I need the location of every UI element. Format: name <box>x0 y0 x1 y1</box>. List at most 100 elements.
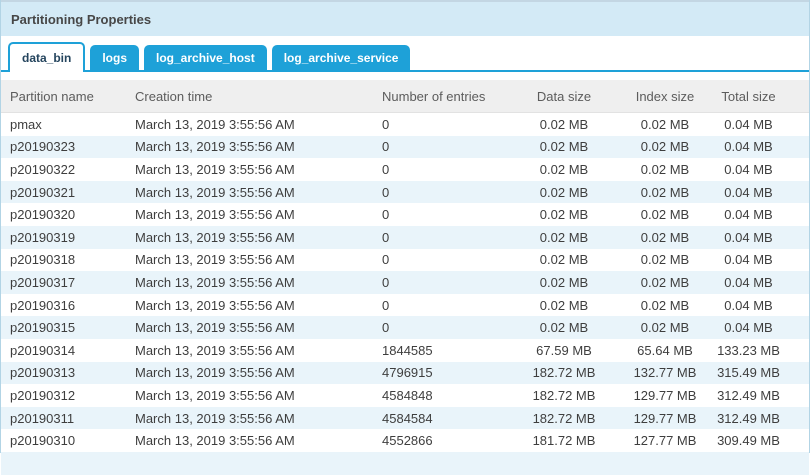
cell-partition-name: p20190320 <box>10 207 76 223</box>
cell-partition-name: p20190313 <box>10 365 76 381</box>
cell-number-of-entries: 0 <box>382 184 390 200</box>
cell-index-size: 0.02 MB <box>640 116 690 132</box>
cell-partition-name: p20190321 <box>10 184 76 200</box>
cell-creation-time: March 13, 2019 3:55:56 AM <box>135 184 295 200</box>
partial-row <box>1 451 809 475</box>
cell-data-size: 182.72 MB <box>532 387 596 403</box>
cell-partition-name: p20190315 <box>10 320 76 336</box>
table-header-row: Partition name Creation time Number of ent… <box>1 80 809 113</box>
cell-creation-time: March 13, 2019 3:55:56 AM <box>135 320 295 336</box>
cell-number-of-entries: 0 <box>382 116 390 132</box>
cell-number-of-entries: 0 <box>382 161 390 177</box>
column-header-partition-name: Partition name <box>1 80 123 113</box>
cell-partition-name: p20190318 <box>10 252 76 268</box>
cell-data-size: 67.59 MB <box>536 342 592 358</box>
cell-total-size: 315.49 MB <box>717 365 780 381</box>
cell-total-size: 0.04 MB <box>724 184 773 200</box>
cell-partition-name: p20190314 <box>10 342 76 358</box>
cell-data-size: 0.02 MB <box>539 274 589 290</box>
tab-logs[interactable]: logs <box>90 45 140 70</box>
column-header-data-size: Data size <box>513 80 615 113</box>
tab-log-archive-host[interactable]: log_archive_host <box>144 45 267 70</box>
cell-number-of-entries: 4584584 <box>382 410 433 426</box>
cell-total-size: 0.04 MB <box>724 229 773 245</box>
cell-creation-time: March 13, 2019 3:55:56 AM <box>135 207 295 223</box>
column-header-index-size: Index size <box>615 80 715 113</box>
table-row: p20190311 March 13, 2019 3:55:56 AM 458458… <box>1 406 809 430</box>
cell-total-size: 0.04 MB <box>724 274 773 290</box>
table-row: p20190320 March 13, 2019 3:55:56 AM 0 0.02 … <box>1 203 809 226</box>
cell-index-size: 0.02 MB <box>640 320 690 336</box>
cell-creation-time: March 13, 2019 3:55:56 AM <box>135 274 295 290</box>
table-row: p20190310 March 13, 2019 3:55:56 AM 455286… <box>1 429 809 452</box>
cell-number-of-entries: 4584848 <box>382 387 433 403</box>
table-row: p20190323 March 13, 2019 3:55:56 AM 0 0.02 … <box>1 135 809 159</box>
cell-number-of-entries: 0 <box>382 229 390 245</box>
cell-creation-time: March 13, 2019 3:55:56 AM <box>135 297 295 313</box>
cell-number-of-entries: 0 <box>382 207 390 223</box>
cell-index-size: 0.02 MB <box>640 252 690 268</box>
table-row: p20190322 March 13, 2019 3:55:56 AM 0 0.02 … <box>1 158 809 181</box>
cell-number-of-entries: 0 <box>382 320 390 336</box>
table-row: p20190319 March 13, 2019 3:55:56 AM 0 0.02 … <box>1 225 809 249</box>
cell-creation-time: March 13, 2019 3:55:56 AM <box>135 410 295 426</box>
table-row: p20190313 March 13, 2019 3:55:56 AM 479691… <box>1 361 809 385</box>
cell-data-size: 182.72 MB <box>532 410 596 426</box>
partitions-table: Partition name Creation time Number of ent… <box>1 80 809 475</box>
cell-total-size: 0.04 MB <box>724 252 773 268</box>
table-row: p20190312 March 13, 2019 3:55:56 AM 458484… <box>1 384 809 407</box>
cell-data-size: 0.02 MB <box>539 320 589 336</box>
column-header-total-size: Total size <box>715 80 809 113</box>
table-row: p20190317 March 13, 2019 3:55:56 AM 0 0.02 … <box>1 271 809 294</box>
cell-total-size: 312.49 MB <box>717 387 780 403</box>
tab-bar: data_bin logs log_archive_host log_archi… <box>1 42 809 72</box>
cell-data-size: 0.02 MB <box>539 297 589 313</box>
cell-partition-name: p20190310 <box>10 433 76 449</box>
table-body: pmax March 13, 2019 3:55:56 AM 0 0.02 MB 0.0… <box>1 113 809 475</box>
table-row: pmax March 13, 2019 3:55:56 AM 0 0.02 MB 0.0… <box>1 113 809 136</box>
cell-index-size: 0.02 MB <box>640 297 690 313</box>
tab-log-archive-service[interactable]: log_archive_service <box>271 45 411 70</box>
cell-number-of-entries: 0 <box>382 139 390 155</box>
cell-partition-name: p20190319 <box>10 229 76 245</box>
cell-data-size: 0.02 MB <box>539 184 589 200</box>
cell-creation-time: March 13, 2019 3:55:56 AM <box>135 139 295 155</box>
cell-total-size: 0.04 MB <box>724 161 773 177</box>
tab-data-bin[interactable]: data_bin <box>8 42 86 72</box>
panel-title: Partitioning Properties <box>11 11 152 27</box>
cell-index-size: 0.02 MB <box>640 161 690 177</box>
cell-number-of-entries: 0 <box>382 252 390 268</box>
cell-index-size: 0.02 MB <box>640 207 690 223</box>
cell-number-of-entries: 0 <box>382 297 390 313</box>
cell-data-size: 0.02 MB <box>539 207 589 223</box>
cell-partition-name: p20190311 <box>10 410 75 426</box>
table-row: p20190314 March 13, 2019 3:55:56 AM 184458… <box>1 339 809 362</box>
cell-data-size: 0.02 MB <box>539 252 589 268</box>
cell-number-of-entries: 1844585 <box>382 342 433 358</box>
cell-index-size: 65.64 MB <box>637 342 693 358</box>
cell-total-size: 133.23 MB <box>717 342 780 358</box>
cell-data-size: 182.72 MB <box>532 365 596 381</box>
cell-index-size: 129.77 MB <box>633 387 697 403</box>
cell-total-size: 0.04 MB <box>724 207 773 223</box>
cell-total-size: 0.04 MB <box>724 297 773 313</box>
cell-number-of-entries: 4552866 <box>382 433 433 449</box>
cell-index-size: 0.02 MB <box>640 139 690 155</box>
cell-creation-time: March 13, 2019 3:55:56 AM <box>135 433 295 449</box>
column-header-number-of-entries: Number of entries <box>372 80 513 113</box>
cell-creation-time: March 13, 2019 3:55:56 AM <box>135 229 295 245</box>
cell-index-size: 132.77 MB <box>633 365 697 381</box>
cell-data-size: 0.02 MB <box>539 139 589 155</box>
cell-data-size: 0.02 MB <box>539 229 589 245</box>
cell-index-size: 0.02 MB <box>640 274 690 290</box>
cell-creation-time: March 13, 2019 3:55:56 AM <box>135 387 295 403</box>
cell-data-size: 0.02 MB <box>539 161 589 177</box>
column-header-creation-time: Creation time <box>123 80 372 113</box>
cell-total-size: 309.49 MB <box>717 433 780 449</box>
cell-partition-name: p20190317 <box>10 274 76 290</box>
cell-partition-name: p20190312 <box>10 387 76 403</box>
cell-number-of-entries: 0 <box>382 274 390 290</box>
cell-partition-name: p20190322 <box>10 161 76 177</box>
table-row: p20190316 March 13, 2019 3:55:56 AM 0 0.02 … <box>1 294 809 317</box>
